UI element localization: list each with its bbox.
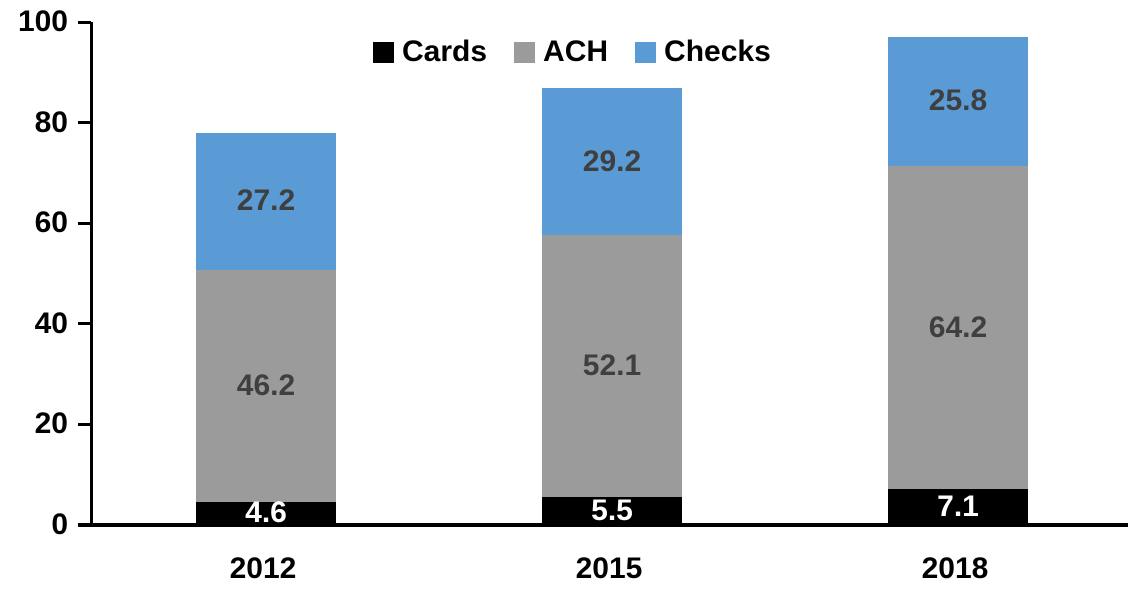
bar-segment-checks: 25.8 xyxy=(888,36,1028,167)
bar-2018: 25.8 64.2 7.1 xyxy=(888,36,1028,525)
data-label: 25.8 xyxy=(928,84,988,118)
y-tick-mark xyxy=(78,121,91,125)
bar-segment-cards: 7.1 xyxy=(888,489,1028,525)
bar-2012: 27.2 46.2 4.6 xyxy=(196,132,336,529)
y-tick-label: 20 xyxy=(34,407,68,441)
legend-label: ACH xyxy=(543,35,609,68)
legend-label: Cards xyxy=(402,35,488,68)
y-tick-mark xyxy=(78,422,91,426)
bar-2015: 29.2 52.1 5.5 xyxy=(542,88,682,528)
y-tick-label: 80 xyxy=(34,105,68,139)
bar-segment-checks: 27.2 xyxy=(196,132,336,270)
legend: Cards ACH Checks xyxy=(373,37,771,67)
x-axis-labels: 2012 2015 2018 xyxy=(90,553,1128,585)
y-tick-label: 40 xyxy=(34,306,68,340)
bar-segment-checks: 29.2 xyxy=(542,88,682,236)
bar-segment-ach: 64.2 xyxy=(888,166,1028,490)
data-label: 27.2 xyxy=(236,184,296,218)
legend-swatch-icon xyxy=(635,41,657,63)
legend-swatch-icon xyxy=(514,41,536,63)
legend-label: Checks xyxy=(664,35,771,68)
x-tick-label-2018: 2018 xyxy=(921,552,989,585)
x-axis-line xyxy=(78,523,1128,527)
y-tick-mark xyxy=(78,221,91,225)
y-tick-label: 60 xyxy=(34,206,68,240)
data-label: 7.1 xyxy=(937,490,979,524)
legend-item-cards: Cards xyxy=(373,37,487,67)
bar-segment-ach: 52.1 xyxy=(542,235,682,498)
category-column-2012: 27.2 46.2 4.6 xyxy=(93,22,439,529)
data-label: 52.1 xyxy=(582,349,642,383)
bar-segment-cards: 4.6 xyxy=(196,496,336,529)
plot-area: 27.2 46.2 4.6 29.2 52.1 5.5 25.8 64.2 7.1 xyxy=(90,22,1131,529)
data-label: 29.2 xyxy=(582,144,642,178)
data-label: 64.2 xyxy=(928,310,988,344)
y-tick-label: 0 xyxy=(51,508,68,541)
bar-segment-cards: 5.5 xyxy=(542,494,682,528)
legend-item-checks: Checks xyxy=(635,37,771,67)
x-tick-label-2015: 2015 xyxy=(575,552,643,585)
y-tick-mark xyxy=(78,322,91,326)
category-column-2018: 25.8 64.2 7.1 xyxy=(785,22,1131,525)
bar-segment-ach: 46.2 xyxy=(196,269,336,502)
y-tick-label: 100 xyxy=(17,5,68,38)
y-tick-mark xyxy=(78,20,91,24)
legend-swatch-icon xyxy=(373,41,394,63)
data-label: 5.5 xyxy=(591,494,633,528)
category-column-2015: 29.2 52.1 5.5 xyxy=(439,22,785,528)
legend-item-ach: ACH xyxy=(514,37,608,67)
data-label: 46.2 xyxy=(236,368,296,402)
x-tick-label-2012: 2012 xyxy=(229,552,297,585)
